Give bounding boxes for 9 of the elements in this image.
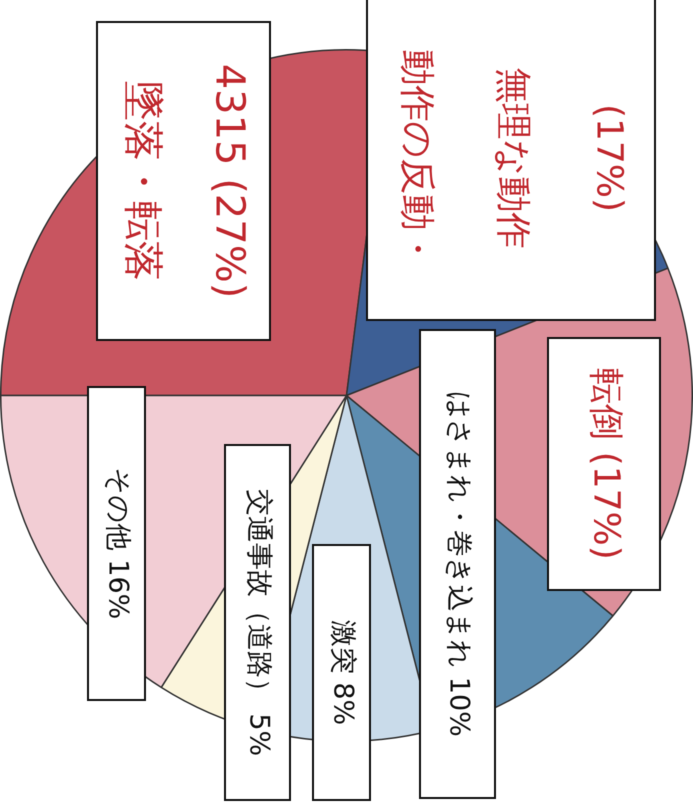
slice-label: 墜落・転落 xyxy=(120,81,166,281)
slice-label: はさまれ・巻き込まれ 10% xyxy=(443,391,474,737)
data-label: 4315 (27%) xyxy=(206,64,252,298)
slice-label: 激突 8% xyxy=(327,620,358,726)
data-label: (17%) xyxy=(588,104,630,212)
category-label: 動作の反動・無理な動作 xyxy=(396,50,534,266)
slice-label: 転倒 (17%) xyxy=(586,368,627,560)
slice-label: その他 16% xyxy=(102,468,134,620)
slice-label: 交通事故（道路） 5% xyxy=(243,488,274,756)
